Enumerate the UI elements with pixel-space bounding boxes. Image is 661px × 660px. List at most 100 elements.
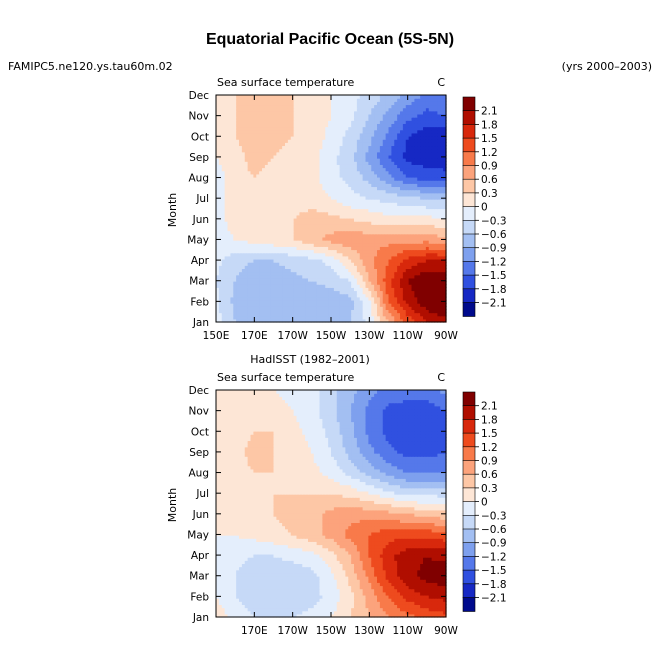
- heatmap-cell: [253, 290, 257, 295]
- heatmap-cell: [417, 265, 421, 269]
- heatmap-cell: [377, 284, 381, 288]
- heatmap-cell: [411, 268, 415, 273]
- heatmap-cell: [319, 271, 323, 276]
- heatmap-cell: [316, 303, 321, 307]
- heatmap-cell: [428, 255, 433, 260]
- heatmap-cell: [290, 293, 295, 298]
- heatmap-cell: [371, 262, 375, 266]
- heatmap-cell: [359, 306, 364, 310]
- heatmap-cell: [308, 274, 312, 279]
- heatmap-cell: [431, 309, 436, 314]
- heatmap-cell: [331, 236, 335, 241]
- heatmap-cell: [431, 274, 436, 279]
- heatmap-cell: [342, 274, 346, 279]
- heatmap-cell: [224, 271, 229, 276]
- heatmap-cell: [316, 236, 321, 241]
- heatmap-cell: [408, 312, 413, 317]
- heatmap-cell: [293, 265, 298, 269]
- heatmap-cell: [379, 236, 384, 241]
- heatmap-cell: [402, 240, 407, 244]
- heatmap-cell: [279, 249, 283, 254]
- heatmap-cell: [379, 230, 384, 235]
- heatmap-cell: [256, 274, 260, 279]
- heatmap-cell: [437, 233, 441, 238]
- heatmap-cell: [259, 255, 263, 260]
- heatmap-cell: [270, 306, 275, 310]
- heatmap-cell: [394, 281, 398, 285]
- heatmap-cell: [247, 303, 252, 307]
- heatmap-cell: [250, 246, 254, 251]
- heatmap-cell: [247, 233, 252, 238]
- heatmap-cell: [405, 236, 410, 241]
- heatmap-cell: [328, 281, 332, 285]
- heatmap-cell: [391, 309, 395, 314]
- heatmap-cell: [379, 315, 384, 320]
- heatmap-cell: [250, 312, 254, 317]
- heatmap-cell: [377, 240, 381, 244]
- heatmap-cell: [253, 318, 257, 323]
- heatmap-cell: [273, 252, 277, 257]
- heatmap-cell: [253, 252, 257, 257]
- panel-1-y-axis-title: Month: [166, 193, 179, 228]
- heatmap-cell: [402, 258, 407, 263]
- heatmap-cell: [402, 271, 407, 276]
- heatmap-cell: [371, 258, 375, 263]
- heatmap-cell: [428, 252, 433, 257]
- heatmap-cell: [359, 265, 364, 269]
- heatmap-cell: [440, 268, 444, 273]
- heatmap-cell: [282, 281, 286, 285]
- heatmap-cell: [287, 265, 292, 269]
- heatmap-cell: [385, 268, 390, 273]
- heatmap-cell: [342, 255, 346, 260]
- heatmap-cell: [250, 287, 254, 292]
- heatmap-cell: [379, 249, 384, 254]
- heatmap-cell: [382, 296, 387, 301]
- heatmap-cell: [411, 262, 415, 266]
- heatmap-cell: [420, 246, 424, 251]
- heatmap-cell: [388, 274, 392, 279]
- heatmap-cell: [293, 249, 298, 254]
- heatmap-cell: [264, 252, 269, 257]
- heatmap-cell: [290, 299, 295, 304]
- heatmap-cell: [440, 281, 444, 285]
- heatmap-cell: [351, 309, 355, 314]
- heatmap-cell: [279, 315, 283, 320]
- heatmap-cell: [285, 249, 289, 254]
- heatmap-cell: [345, 246, 349, 251]
- heatmap-cell: [264, 227, 269, 232]
- heatmap-cell: [259, 240, 263, 244]
- heatmap-cell: [402, 246, 407, 251]
- heatmap-cell: [310, 252, 315, 257]
- heatmap-cell: [348, 246, 352, 251]
- heatmap-cell: [308, 277, 312, 282]
- heatmap-cell: [322, 240, 326, 244]
- heatmap-cell: [264, 281, 269, 285]
- heatmap-cell: [264, 236, 269, 241]
- heatmap-cell: [313, 249, 318, 254]
- heatmap-cell: [437, 315, 441, 320]
- heatmap-cell: [362, 274, 367, 279]
- heatmap-cell: [431, 303, 436, 307]
- heatmap-cell: [328, 262, 332, 266]
- heatmap-cell: [425, 312, 430, 317]
- heatmap-cell: [319, 249, 323, 254]
- heatmap-cell: [423, 246, 427, 251]
- heatmap-cell: [305, 303, 309, 307]
- heatmap-cell: [218, 240, 223, 244]
- heatmap-cell: [313, 258, 318, 263]
- heatmap-cell: [443, 296, 447, 301]
- heatmap-cell: [241, 312, 246, 317]
- heatmap-cell: [385, 249, 390, 254]
- heatmap-cell: [305, 284, 309, 288]
- heatmap-cell: [437, 306, 441, 310]
- heatmap-cell: [356, 287, 361, 292]
- heatmap-cell: [351, 249, 355, 254]
- heatmap-cell: [431, 258, 436, 263]
- heatmap-cell: [391, 230, 395, 235]
- heatmap-cell: [400, 262, 404, 266]
- heatmap-cell: [310, 268, 315, 273]
- heatmap-cell: [259, 249, 263, 254]
- heatmap-cell: [405, 240, 410, 244]
- heatmap-cell: [247, 268, 252, 273]
- heatmap-cell: [434, 252, 438, 257]
